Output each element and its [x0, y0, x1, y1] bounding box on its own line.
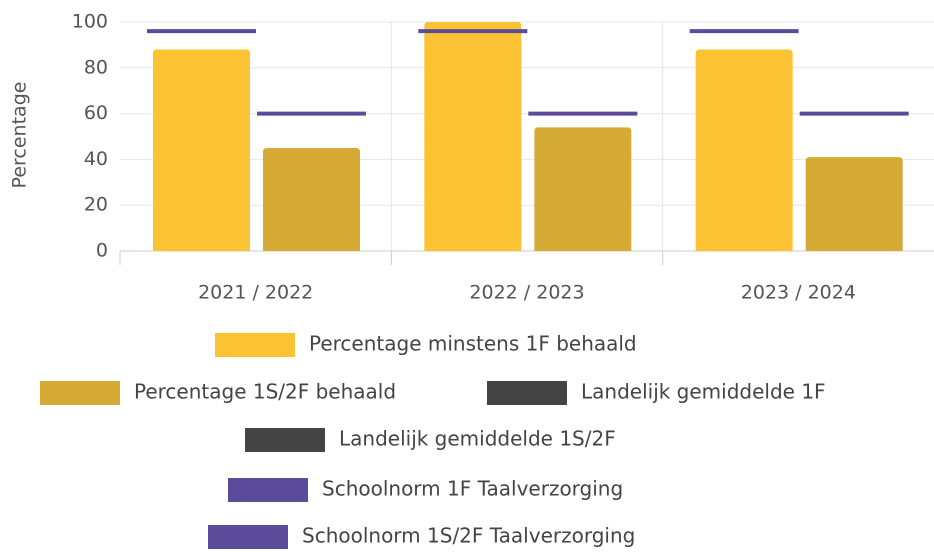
- bar: [534, 127, 632, 251]
- y-tick-label: 60: [84, 102, 108, 124]
- legend-swatch[interactable]: [208, 525, 288, 549]
- y-axis-label: Percentage: [9, 82, 31, 189]
- bar: [805, 157, 903, 251]
- legend-label[interactable]: Landelijk gemiddelde 1F: [581, 380, 826, 404]
- y-tick-label: 20: [84, 194, 108, 216]
- x-tick-label: 2022 / 2023: [469, 282, 584, 304]
- legend-label[interactable]: Landelijk gemiddelde 1S/2F: [339, 427, 616, 451]
- y-tick-label: 40: [84, 148, 108, 170]
- y-tick-label: 0: [96, 240, 108, 262]
- legend-swatch[interactable]: [487, 381, 567, 405]
- bar: [263, 147, 360, 251]
- legend-swatch[interactable]: [228, 478, 308, 502]
- y-tick-label: 80: [84, 56, 108, 78]
- x-tick-label: 2021 / 2022: [198, 282, 313, 304]
- legend-swatch[interactable]: [215, 333, 295, 357]
- bar: [695, 49, 793, 252]
- legend-swatch[interactable]: [245, 428, 325, 452]
- x-tick-label: 2023 / 2024: [741, 282, 856, 304]
- legend-label[interactable]: Percentage minstens 1F behaald: [309, 332, 637, 356]
- legend-label[interactable]: Schoolnorm 1F Taalverzorging: [322, 477, 623, 501]
- legend-label[interactable]: Schoolnorm 1S/2F Taalverzorging: [302, 524, 635, 548]
- bar: [424, 22, 522, 251]
- legend-label[interactable]: Percentage 1S/2F behaald: [134, 380, 396, 404]
- y-tick-label: 100: [72, 11, 108, 33]
- legend-swatch[interactable]: [40, 381, 120, 405]
- bar: [153, 49, 250, 252]
